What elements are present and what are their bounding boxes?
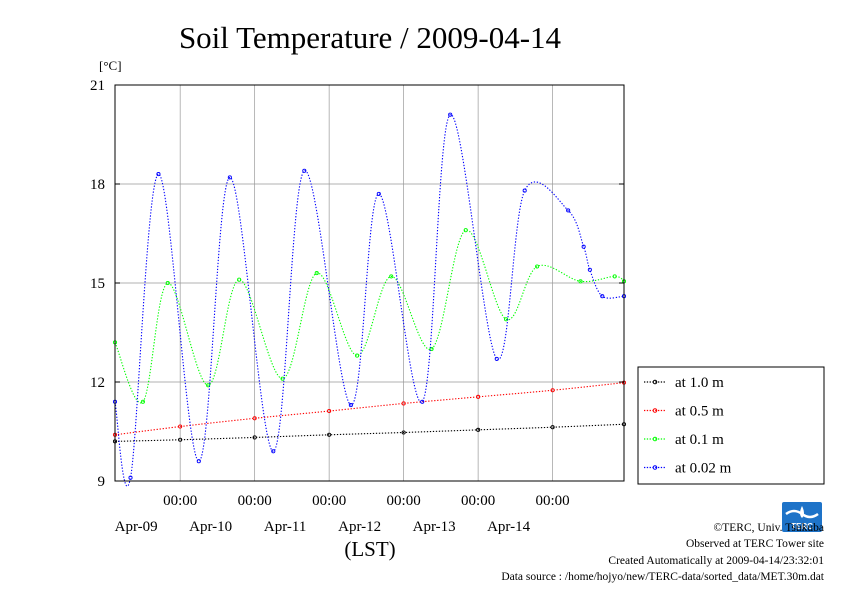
credit-site: Observed at TERC Tower site — [685, 538, 824, 550]
x-day-label: Apr-09 — [115, 519, 158, 535]
legend-label: at 0.1 m — [675, 432, 724, 448]
data-point — [401, 401, 406, 406]
data-point — [355, 353, 360, 358]
x-tick-label: 00:00 — [163, 493, 197, 509]
y-tick-label: 21 — [90, 78, 105, 94]
y-tick-label: 18 — [90, 177, 105, 193]
legend-marker — [652, 436, 658, 442]
x-day-label: Apr-13 — [413, 519, 456, 535]
data-point — [206, 383, 211, 388]
data-point — [237, 277, 242, 282]
data-point — [252, 416, 257, 421]
terc-logo: TERC — [782, 502, 822, 532]
data-point — [252, 435, 257, 440]
data-point — [535, 264, 540, 269]
data-point — [581, 244, 586, 249]
series-layer — [112, 112, 627, 487]
legend-marker — [652, 465, 658, 470]
data-point — [476, 394, 481, 399]
y-tick-label: 15 — [90, 276, 105, 292]
data-point — [327, 408, 332, 414]
data-point — [550, 388, 555, 393]
series-line — [114, 382, 625, 436]
x-day-label: Apr-14 — [487, 519, 531, 535]
data-point — [600, 294, 605, 299]
x-axis-label: (LST) — [344, 537, 395, 561]
x-day-label: Apr-10 — [189, 519, 232, 535]
data-point — [401, 430, 406, 435]
data-point — [314, 271, 319, 276]
x-tick-label: 00:00 — [238, 493, 272, 509]
data-point — [448, 112, 453, 117]
data-point — [612, 274, 617, 279]
data-point — [550, 425, 555, 430]
data-point — [494, 356, 499, 361]
data-point — [376, 191, 381, 196]
axis-ticks: 9 12 15 18 21 00:00 Apr-09 00:00 Apr-10 00:00 Apr-… — [90, 78, 624, 535]
legend-box — [637, 366, 825, 485]
data-point — [429, 346, 434, 352]
data-point — [476, 427, 481, 432]
credit-copyright: ©TERC, Univ. Tsukuba — [713, 522, 824, 534]
data-point — [302, 168, 307, 173]
credit-created: Created Automatically at 2009-04-14/23:3… — [608, 555, 824, 567]
data-point — [587, 267, 592, 272]
data-point — [140, 399, 145, 404]
legend-label: at 0.5 m — [675, 404, 724, 420]
credit-source: Data source : /home/hojyo/new/TERC-data/… — [501, 571, 824, 583]
legend-label: at 1.0 m — [675, 375, 724, 391]
data-point — [196, 459, 201, 464]
chart-title: Soil Temperature / 2009-04-14 — [179, 20, 562, 55]
x-tick-label: 00:00 — [387, 493, 421, 509]
series-line — [114, 114, 625, 487]
data-point — [156, 172, 161, 177]
legend-label: at 0.02 m — [675, 461, 732, 477]
data-point — [389, 274, 394, 279]
legend: at 1.0 m at 0.5 m at 0.1 m at 0.02 m — [637, 366, 825, 485]
grid-lines — [115, 85, 624, 481]
x-tick-label: 00:00 — [461, 493, 495, 509]
data-point — [566, 208, 571, 213]
data-point — [463, 228, 468, 233]
legend-marker — [652, 408, 658, 413]
y-tick-label: 12 — [90, 375, 105, 391]
terc-logo-text: TERC — [791, 522, 813, 531]
x-day-label: Apr-11 — [264, 519, 306, 535]
data-point — [420, 399, 425, 404]
data-point — [128, 475, 133, 480]
data-point — [522, 188, 527, 193]
data-point — [178, 424, 183, 429]
data-point — [165, 280, 170, 286]
data-point — [178, 437, 183, 442]
data-point — [271, 449, 276, 454]
legend-marker — [652, 379, 658, 385]
data-point — [327, 432, 332, 437]
data-point — [227, 175, 232, 180]
data-point — [578, 279, 583, 284]
x-tick-label: 00:00 — [312, 493, 346, 509]
y-axis-unit: [°C] — [99, 58, 122, 73]
y-tick-label: 9 — [98, 474, 106, 490]
x-day-label: Apr-12 — [338, 519, 381, 535]
x-tick-label: 00:00 — [536, 493, 570, 509]
series-line — [114, 229, 625, 404]
data-point — [348, 403, 353, 408]
series-line — [114, 423, 625, 442]
